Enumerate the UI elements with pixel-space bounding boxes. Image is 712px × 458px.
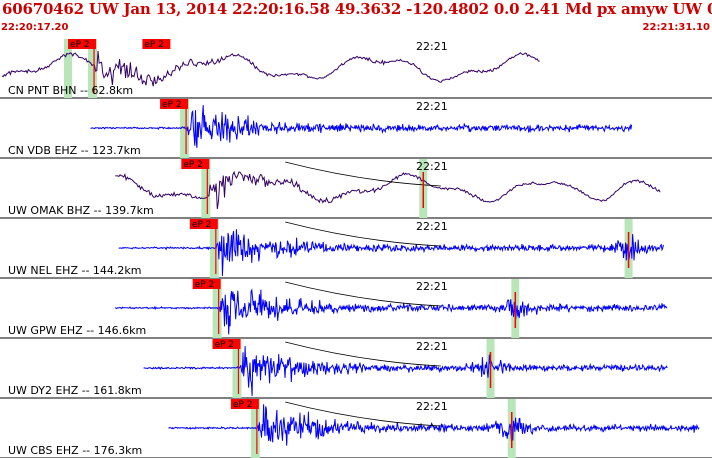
pick-box: [68, 39, 97, 49]
event-header: 60670462 UW Jan 13, 2014 22:20:16.58 49.…: [0, 0, 712, 38]
pick-box: [181, 159, 210, 169]
coda-decay-curve: [285, 221, 441, 247]
coda-decay-curve: [285, 281, 441, 307]
secondary-pick-label: eP 2: [144, 40, 164, 50]
pick-label: eP 2: [192, 220, 212, 230]
trace-panel-6: eP 2 22:21 UW DY2 EHZ -- 161.8km: [0, 339, 712, 399]
pick-box: [192, 279, 221, 289]
window-end-time: 22:21:31.10: [642, 22, 710, 33]
station-label: CN PNT BHN -- 62.8km: [8, 84, 133, 97]
window-start-time: 22:20:17.20: [1, 22, 69, 33]
minute-marker-label: 22:21: [416, 40, 448, 53]
waveform: [115, 170, 661, 210]
pick-box: [189, 219, 218, 229]
waveform: [114, 288, 668, 335]
pick-box: [212, 339, 241, 349]
p-window-band: [64, 39, 72, 98]
waveform: [118, 229, 664, 277]
station-label: CN VDB EHZ -- 123.7km: [8, 144, 141, 157]
minute-marker-label: 22:21: [416, 340, 448, 353]
minute-marker-label: 22:21: [416, 280, 448, 293]
station-label: UW NEL EHZ -- 144.2km: [8, 264, 142, 277]
seismogram-panels: eP 2 eP 2 22:21 CN PNT BHN -- 62.8km eP 2 22:…: [0, 39, 712, 458]
station-label: UW OMAK BHZ -- 139.7km: [8, 204, 154, 217]
minute-marker-label: 22:21: [416, 220, 448, 233]
trace-panel-4: eP 2 22:21 UW NEL EHZ -- 144.2km: [0, 219, 712, 279]
pick-label: eP 2: [214, 340, 234, 350]
pick-label: eP 2: [183, 160, 203, 170]
coda-decay-curve: [285, 401, 441, 427]
event-title: 60670462 UW Jan 13, 2014 22:20:16.58 49.…: [2, 0, 712, 18]
waveform: [143, 346, 668, 397]
trace-panel-5: eP 2 22:21 UW GPW EHZ -- 146.6km: [0, 279, 712, 339]
pick-box: [230, 399, 259, 409]
coda-decay-curve: [285, 341, 441, 367]
waveform: [1, 50, 540, 87]
p-window-band: [232, 339, 242, 398]
trace-panel-3: eP 2 22:21 UW OMAK BHZ -- 139.7km: [0, 159, 712, 219]
minute-marker-label: 22:21: [416, 400, 448, 413]
pick-box: [160, 99, 189, 109]
waveform: [90, 105, 633, 148]
p-window-band: [201, 159, 211, 218]
station-label: UW CBS EHZ -- 176.3km: [8, 444, 142, 457]
pick-label: eP 2: [195, 280, 215, 290]
secondary-pick-box: [142, 39, 171, 49]
station-label: UW DY2 EHZ -- 161.8km: [8, 384, 142, 397]
station-label: UW GPW EHZ -- 146.6km: [8, 324, 146, 337]
trace-panel-1: eP 2 eP 2 22:21 CN PNT BHN -- 62.8km: [0, 39, 712, 99]
pick-label: eP 2: [162, 100, 182, 110]
trace-panel-2: eP 2 22:21 CN VDB EHZ -- 123.7km: [0, 99, 712, 159]
trace-panel-7: eP 2 22:21 UW CBS EHZ -- 176.3km: [0, 399, 712, 458]
pick-label: eP 2: [70, 40, 90, 50]
p-window-band: [88, 39, 98, 98]
minute-marker-label: 22:21: [416, 100, 448, 113]
minute-marker-label: 22:21: [416, 160, 448, 173]
pick-label: eP 2: [233, 400, 253, 410]
